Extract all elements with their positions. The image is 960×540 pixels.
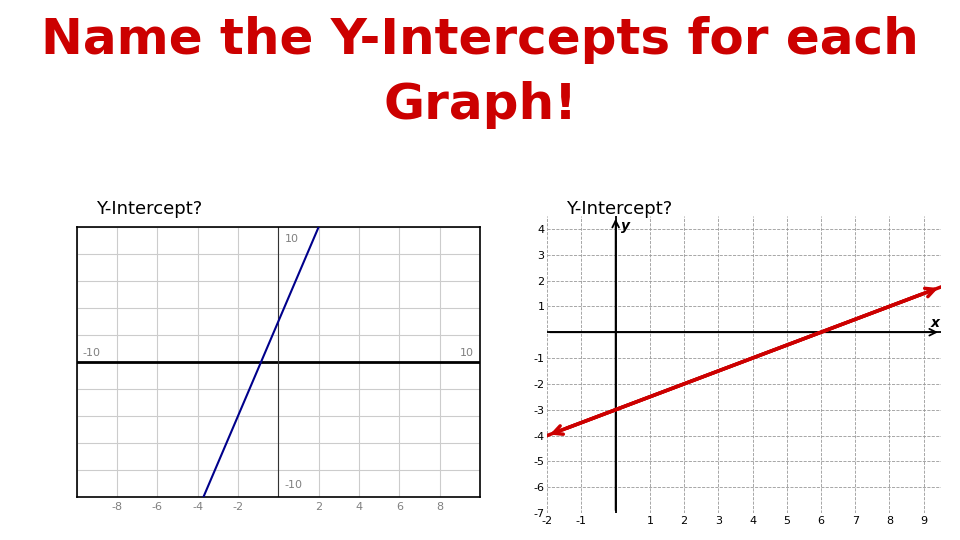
Text: Graph!: Graph! [383, 81, 577, 129]
Text: Name the Y-Intercepts for each: Name the Y-Intercepts for each [41, 16, 919, 64]
Text: x: x [930, 316, 939, 330]
Text: Y-Intercept?: Y-Intercept? [96, 200, 203, 218]
Text: Y-Intercept?: Y-Intercept? [566, 200, 673, 218]
Text: -10: -10 [284, 480, 302, 490]
Text: 10: 10 [284, 233, 299, 244]
Text: y: y [621, 219, 630, 233]
Text: -10: -10 [83, 348, 101, 357]
Text: 10: 10 [460, 348, 474, 357]
